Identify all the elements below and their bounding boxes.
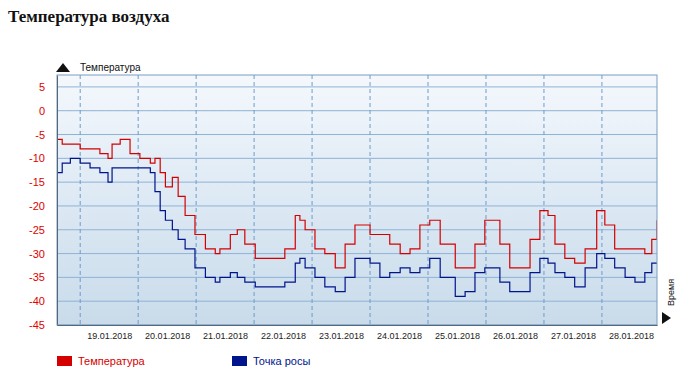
x-tick: 23.01.2018 bbox=[313, 325, 365, 341]
x-tick: 24.01.2018 bbox=[371, 325, 423, 341]
x-tick-label: 20.01.2018 bbox=[145, 331, 190, 341]
legend-label: Температура bbox=[78, 355, 146, 367]
plot-background bbox=[57, 75, 657, 325]
x-axis: 19.01.2018 20.01.2018 21.01.2018 22.01.2018… bbox=[58, 325, 658, 341]
x-tick-label: 23.01.2018 bbox=[319, 331, 364, 341]
y-tick: 5 bbox=[39, 81, 57, 93]
x-tick: 22.01.2018 bbox=[255, 325, 307, 341]
y-tick-label: -40 bbox=[29, 295, 45, 307]
x-tick: 27.01.2018 bbox=[544, 325, 596, 341]
grid-line-x bbox=[601, 75, 602, 325]
y-tick-label: -10 bbox=[29, 152, 45, 164]
x-tick-label: 26.01.2018 bbox=[493, 331, 538, 341]
y-tick: -5 bbox=[35, 129, 57, 141]
lines bbox=[57, 139, 657, 296]
y-axis-title: Температура bbox=[80, 62, 141, 73]
y-axis: 5 0 -5 -10 -15 -20 -25 -30 -35 -40 -45 bbox=[29, 76, 57, 332]
x-tick-label: 19.01.2018 bbox=[87, 331, 132, 341]
y-tick-label: -5 bbox=[35, 129, 45, 141]
x-tick: 20.01.2018 bbox=[139, 325, 191, 341]
grid-line-y bbox=[57, 182, 657, 183]
y-tick: -30 bbox=[29, 248, 57, 260]
x-tick-label: 24.01.2018 bbox=[377, 331, 422, 341]
y-tick-label: -30 bbox=[29, 248, 45, 260]
y-tick: -35 bbox=[29, 271, 57, 283]
x-tick-label: 27.01.2018 bbox=[551, 331, 596, 341]
legend-swatch bbox=[57, 356, 72, 366]
y-tick-label: -20 bbox=[29, 200, 45, 212]
y-tick: -40 bbox=[29, 295, 57, 307]
x-tick-label: 21.01.2018 bbox=[203, 331, 248, 341]
grid-line-y bbox=[57, 86, 657, 87]
y-tick: -25 bbox=[29, 224, 57, 236]
chart: Температура воздуха 5 0 -5 -10 -15 -20 -25 -30 -3… bbox=[0, 0, 677, 382]
y-tick: 0 bbox=[39, 105, 57, 117]
grid-line-x bbox=[428, 75, 429, 325]
y-arrow bbox=[56, 63, 70, 72]
grid-line-x bbox=[254, 75, 255, 325]
x-tick: 28.01.2018 bbox=[602, 325, 654, 341]
y-tick-label: -15 bbox=[29, 176, 45, 188]
y-tick: -10 bbox=[29, 152, 57, 164]
grid-line-y bbox=[57, 301, 657, 302]
grid-line-x bbox=[80, 75, 81, 325]
series-line bbox=[57, 139, 657, 268]
grid-line-x bbox=[370, 75, 371, 325]
x-tick: 26.01.2018 bbox=[486, 325, 538, 341]
y-tick-label: -35 bbox=[29, 271, 45, 283]
x-tick: 25.01.2018 bbox=[429, 325, 481, 341]
x-tick: 19.01.2018 bbox=[81, 325, 133, 341]
x-tick: 21.01.2018 bbox=[197, 325, 249, 341]
x-arrow bbox=[662, 312, 671, 324]
grid-line-x bbox=[543, 75, 544, 325]
y-tick: -20 bbox=[29, 200, 57, 212]
plot-frame bbox=[57, 75, 657, 325]
title: Температура воздуха bbox=[8, 7, 170, 26]
grid-line-x bbox=[138, 75, 139, 325]
legend-swatch bbox=[232, 356, 247, 366]
x-axis-title: Время bbox=[666, 279, 676, 306]
y-tick-label: 0 bbox=[39, 105, 45, 117]
legend-label: Точка росы bbox=[253, 355, 310, 367]
grid-line-y bbox=[57, 229, 657, 230]
x-tick-label: 25.01.2018 bbox=[435, 331, 480, 341]
grid-line-y bbox=[57, 110, 657, 111]
x-tick-label: 28.01.2018 bbox=[609, 331, 654, 341]
y-tick-label: -45 bbox=[29, 319, 45, 331]
grid-line-x bbox=[485, 75, 486, 325]
x-tick-label: 22.01.2018 bbox=[261, 331, 306, 341]
grid-line-x bbox=[312, 75, 313, 325]
grid-line-y bbox=[57, 253, 657, 254]
grid-line-y bbox=[57, 205, 657, 206]
y-tick: -45 bbox=[29, 319, 57, 331]
grid bbox=[57, 75, 657, 325]
y-tick: -15 bbox=[29, 176, 57, 188]
grid-line-y bbox=[57, 134, 657, 135]
y-tick-label: -25 bbox=[29, 224, 45, 236]
grid-line-x bbox=[196, 75, 197, 325]
y-tick-label: 5 bbox=[39, 81, 45, 93]
legend: Температура Точка росы bbox=[57, 355, 310, 367]
series-line bbox=[57, 158, 657, 296]
